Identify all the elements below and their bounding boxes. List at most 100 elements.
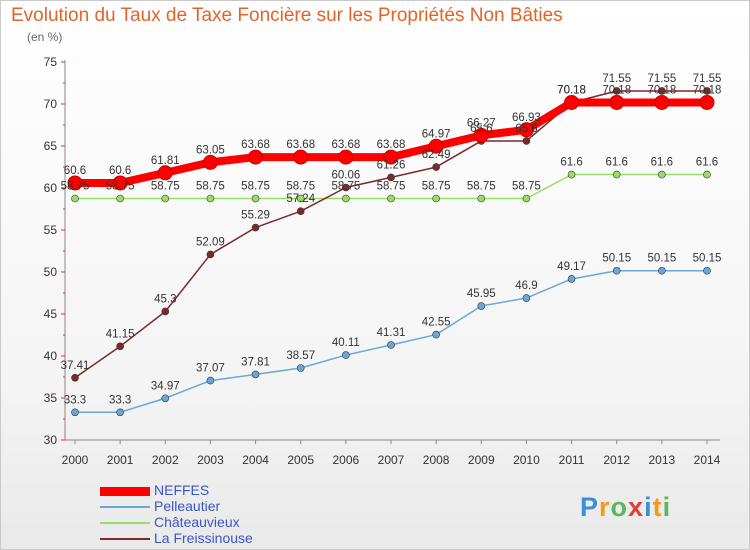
x-tick-label: 2005 <box>287 453 314 467</box>
data-point <box>387 173 395 182</box>
data-point <box>658 266 666 275</box>
logo-letter: o <box>610 492 629 522</box>
x-tick-label: 2002 <box>152 453 179 467</box>
data-label: 71.55 <box>693 73 722 85</box>
data-label: 41.15 <box>106 328 135 340</box>
data-label: 37.41 <box>61 360 90 372</box>
data-label: 66.27 <box>467 117 496 129</box>
x-tick-label: 2009 <box>468 453 495 467</box>
x-tick-label: 2007 <box>378 453 405 467</box>
legend-item: NEFFES <box>100 482 340 499</box>
data-point <box>658 87 666 95</box>
data-label: 38.57 <box>286 350 315 362</box>
data-point <box>473 127 489 143</box>
data-label: 61.6 <box>696 157 718 169</box>
data-point <box>116 408 124 417</box>
data-label: 57.24 <box>286 193 315 205</box>
data-point <box>296 364 305 372</box>
y-tick-label: 40 <box>44 349 58 363</box>
legend-swatch <box>100 486 150 496</box>
data-label: 45.3 <box>154 293 176 305</box>
data-label: 60.6 <box>64 165 86 177</box>
data-label: 66.93 <box>512 112 541 124</box>
legend-swatch <box>100 522 150 524</box>
data-label: 65.6 <box>470 123 492 135</box>
logo-letter: i <box>644 492 653 522</box>
data-label: 58.75 <box>61 181 90 193</box>
data-point <box>518 122 534 138</box>
x-tick-label: 2011 <box>559 453 585 467</box>
data-point <box>654 94 670 110</box>
x-tick-label: 2008 <box>423 453 450 467</box>
data-point <box>522 294 531 302</box>
data-label: 49.17 <box>557 261 586 273</box>
data-label: 37.81 <box>241 356 270 368</box>
y-tick-label: 50 <box>44 265 58 279</box>
data-point <box>342 183 350 192</box>
legend-item: La Freissinouse <box>100 530 340 547</box>
x-tick-label: 2010 <box>513 453 540 467</box>
data-label: 60.06 <box>331 169 360 181</box>
x-tick-label: 2014 <box>694 453 721 467</box>
legend-label: NEFFES <box>154 482 210 498</box>
data-point <box>161 194 170 203</box>
legend-item: Pelleautier <box>100 498 340 515</box>
data-label: 70.18 <box>602 84 631 96</box>
data-label: 34.97 <box>151 380 180 392</box>
data-point <box>612 170 621 179</box>
data-label: 41.31 <box>377 327 406 339</box>
data-label: 58.75 <box>196 181 225 193</box>
data-point <box>612 87 621 95</box>
x-tick-label: 2013 <box>649 453 676 467</box>
x-tick-label: 2003 <box>197 453 224 467</box>
data-label: 71.55 <box>647 73 676 85</box>
data-point <box>567 170 576 179</box>
data-label: 58.75 <box>331 181 360 193</box>
logo-letter: r <box>599 492 611 522</box>
data-point <box>703 87 711 95</box>
data-label: 52.09 <box>196 236 225 248</box>
data-point <box>612 266 621 275</box>
data-point <box>522 194 531 203</box>
data-point <box>251 370 260 379</box>
data-label: 58.75 <box>151 181 180 193</box>
data-point <box>296 207 305 215</box>
data-point <box>206 250 215 259</box>
data-point <box>609 94 625 110</box>
data-label: 42.55 <box>422 317 451 329</box>
data-label: 33.3 <box>109 394 131 406</box>
legend-swatch <box>100 538 150 540</box>
data-point <box>567 275 576 283</box>
x-tick-label: 2006 <box>333 453 360 467</box>
y-tick-label: 30 <box>44 433 58 447</box>
data-label: 50.15 <box>693 253 722 265</box>
data-label: 63.68 <box>241 139 270 151</box>
data-point <box>342 351 350 359</box>
data-label: 61.6 <box>606 157 628 169</box>
x-tick-label: 2000 <box>62 453 89 467</box>
logo-letter: t <box>652 492 663 522</box>
data-point <box>161 394 170 403</box>
x-tick-label: 2004 <box>242 453 269 467</box>
y-tick-label: 65 <box>44 139 58 153</box>
data-point <box>703 266 711 275</box>
data-point <box>699 94 715 110</box>
data-point <box>342 194 350 203</box>
logo-letter: i <box>662 492 672 522</box>
data-label: 58.75 <box>377 181 406 193</box>
data-label: 71.55 <box>602 73 631 85</box>
logo-letter: P <box>580 492 600 522</box>
y-axis-unit: (en %) <box>27 30 63 44</box>
data-point <box>157 165 173 181</box>
data-point <box>202 154 218 170</box>
data-point <box>71 194 79 203</box>
data-label: 45.95 <box>467 288 496 300</box>
logo-letter: x <box>628 492 645 522</box>
data-label: 62.49 <box>422 149 451 161</box>
data-label: 61.81 <box>151 155 180 167</box>
data-point <box>161 307 170 316</box>
data-point <box>477 302 486 310</box>
data-label: 37.07 <box>196 363 225 375</box>
y-tick-label: 55 <box>44 223 58 237</box>
